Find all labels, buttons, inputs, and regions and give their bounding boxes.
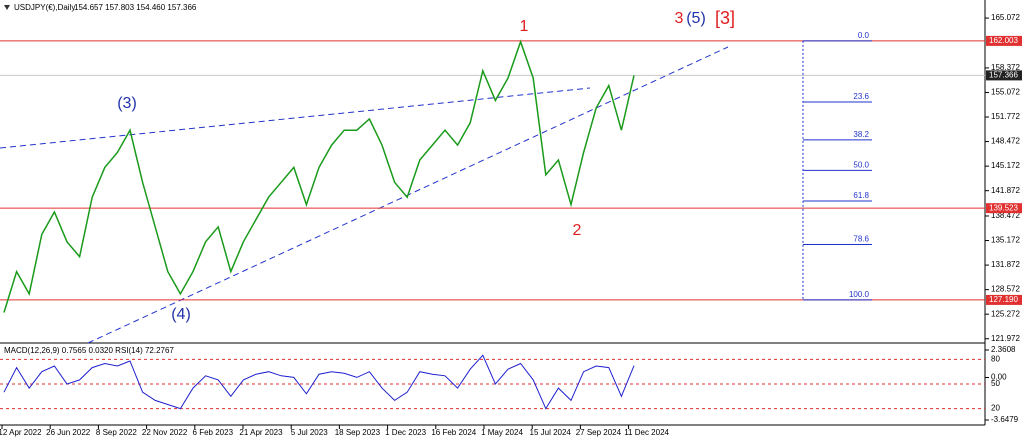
x-tick-label: 22 Nov 2022 bbox=[142, 428, 188, 437]
y-tick-label: 138.472 bbox=[991, 211, 1020, 220]
symbol-icon bbox=[4, 5, 10, 10]
price-line bbox=[3, 39, 635, 313]
price-tag-label: 127.190 bbox=[989, 295, 1018, 304]
fib-label: 23.6 bbox=[853, 92, 869, 101]
y-tick-label: 131.872 bbox=[991, 260, 1020, 269]
wave-label: (3) bbox=[117, 95, 137, 112]
x-tick-label: 6 Feb 2023 bbox=[193, 428, 234, 437]
x-tick-label: 8 Sep 2022 bbox=[96, 428, 137, 437]
x-tick-label: 1 May 2024 bbox=[481, 428, 523, 437]
y-tick-label: 141.872 bbox=[991, 186, 1020, 195]
y-tick-label: 121.972 bbox=[991, 334, 1020, 343]
wave-label: 3 bbox=[675, 10, 684, 27]
rsi-line bbox=[3, 354, 635, 410]
x-tick-label: 26 Jun 2022 bbox=[46, 428, 91, 437]
y-tick-label: 148.472 bbox=[991, 137, 1020, 146]
y-tick-label: 158.372 bbox=[991, 63, 1020, 72]
x-tick-label: 1 Dec 2023 bbox=[385, 428, 426, 437]
fib-label: 100.0 bbox=[849, 290, 870, 299]
x-tick-label: 27 Sep 2024 bbox=[576, 428, 622, 437]
price-tag bbox=[986, 294, 1022, 305]
x-tick-label: 5 Jul 2023 bbox=[291, 428, 328, 437]
fib-label: 38.2 bbox=[853, 130, 869, 139]
y-tick-label: 125.272 bbox=[991, 309, 1020, 318]
x-tick-label: 11 Dec 2024 bbox=[624, 428, 669, 437]
macd-tick-label: -3.6479 bbox=[991, 415, 1019, 424]
wave-label: 1 bbox=[520, 18, 529, 35]
rsi-tick-label: 50 bbox=[991, 379, 1000, 388]
x-tick-label: 16 Feb 2024 bbox=[431, 428, 476, 437]
y-tick-label: 151.772 bbox=[991, 112, 1020, 121]
y-tick-label: 135.172 bbox=[991, 236, 1020, 245]
wave-label: (5) bbox=[686, 10, 706, 27]
x-tick-label: 21 Apr 2023 bbox=[239, 428, 283, 437]
fib-label: 61.8 bbox=[853, 191, 869, 200]
x-tick-label: 12 Apr 2022 bbox=[0, 428, 42, 437]
y-tick-label: 165.072 bbox=[991, 13, 1020, 22]
symbol-title: USDJPY(€),Daily bbox=[14, 3, 75, 12]
fib-label: 78.6 bbox=[853, 235, 869, 244]
price-tag-label: 157.366 bbox=[989, 71, 1018, 80]
x-tick-label: 18 Sep 2023 bbox=[335, 428, 381, 437]
macd-tick-label: 0.00 bbox=[991, 373, 1007, 382]
indicator-title: MACD(12,26,9) 0.7565 0.0320 RSI(14) 72.2… bbox=[4, 346, 174, 355]
wave-label: 2 bbox=[573, 222, 582, 239]
rsi-tick-label: 80 bbox=[991, 355, 1000, 364]
fib-label: 50.0 bbox=[853, 161, 869, 170]
price-tag-label: 139.523 bbox=[989, 203, 1018, 212]
wave-label: (4) bbox=[171, 306, 191, 323]
price-tag bbox=[986, 35, 1022, 46]
y-tick-label: 128.572 bbox=[991, 285, 1020, 294]
macd-tick-label: 2.3608 bbox=[991, 345, 1016, 354]
price-tag bbox=[986, 203, 1022, 214]
ohlc-header: 154.657 157.803 154.460 157.366 bbox=[74, 3, 197, 12]
rsi-tick-label: 20 bbox=[991, 404, 1000, 413]
x-tick-label: 15 Jul 2024 bbox=[530, 428, 572, 437]
trend-line bbox=[0, 87, 591, 149]
y-tick-label: 145.172 bbox=[991, 161, 1020, 170]
price-tag-label: 162.003 bbox=[989, 36, 1018, 45]
price-tag bbox=[986, 70, 1022, 81]
y-tick-label: 155.072 bbox=[991, 88, 1020, 97]
wave-label: [3] bbox=[715, 8, 735, 28]
fib-label: 0.0 bbox=[858, 31, 870, 40]
